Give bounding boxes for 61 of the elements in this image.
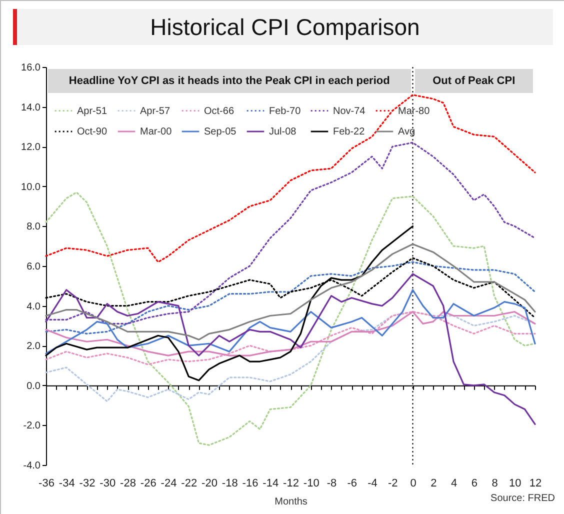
x-tick-label: -14 <box>262 478 279 490</box>
x-tick-label: -28 <box>120 478 136 490</box>
x-tick-label: 2 <box>430 478 437 490</box>
source-note: Source: FRED <box>490 493 555 504</box>
x-tick-label: -20 <box>202 478 218 490</box>
legend-label: Nov-74 <box>333 106 366 117</box>
line-series <box>45 142 536 325</box>
legend-label: Mar-00 <box>140 126 172 138</box>
line-series <box>45 310 536 402</box>
legend-label: Feb-22 <box>333 126 366 138</box>
line-series <box>45 310 536 366</box>
x-tick-label: -32 <box>79 478 96 490</box>
x-tick-label: -8 <box>326 478 337 490</box>
line-series <box>45 243 536 340</box>
y-tick-label: 16.0 <box>21 62 41 74</box>
legend-label: Mar-80 <box>398 106 430 117</box>
legend-label: Sep-05 <box>204 126 237 138</box>
line-series <box>45 273 536 426</box>
line-series <box>45 310 536 356</box>
y-tick-label: -4.0 <box>23 460 41 472</box>
line-series <box>45 192 536 446</box>
legend-label: Jul-08 <box>269 126 297 138</box>
header-banner: Headline YoY CPI as it heads into the Peak CPI in each period <box>48 69 411 93</box>
y-tick-label: 0.0 <box>26 380 41 392</box>
header-banner: Out of Peak CPI <box>414 69 533 93</box>
x-tick-label: 10 <box>509 478 522 490</box>
x-tick-label: 0 <box>410 478 416 490</box>
y-tick-label: 6.0 <box>26 262 41 272</box>
legend-label: Oct-66 <box>204 106 234 117</box>
y-tick-label: 10.0 <box>21 182 41 193</box>
x-tick-label: -4 <box>368 478 378 490</box>
y-tick-label: -2.0 <box>23 420 41 432</box>
x-tick-label: -6 <box>347 478 358 490</box>
legend-label: Apr-57 <box>140 106 170 117</box>
x-tick-label: -2 <box>388 478 398 490</box>
legend-label: Oct-90 <box>77 126 108 138</box>
x-tick-label: 12 <box>529 478 542 490</box>
chart-title: Historical CPI Comparison <box>13 9 553 45</box>
x-tick-label: -12 <box>283 478 299 490</box>
y-tick-label: 14.0 <box>21 102 41 114</box>
legend-label: Apr-51 <box>77 106 108 117</box>
x-tick-label: -26 <box>140 478 156 490</box>
x-tick-label: -10 <box>303 478 320 490</box>
x-axis-title: Months <box>274 496 308 508</box>
line-series <box>45 94 536 263</box>
x-tick-label: 6 <box>471 478 478 490</box>
x-tick-label: 8 <box>492 478 498 490</box>
legend-label: Feb-70 <box>269 106 302 117</box>
x-tick-label: -30 <box>100 478 116 490</box>
y-tick-label: 12.0 <box>21 142 41 154</box>
y-tick-label: 8.0 <box>26 222 41 233</box>
legend-label: Avg <box>398 126 416 138</box>
y-tick-label: 4.0 <box>26 301 41 312</box>
y-tick-label: 2.0 <box>26 341 41 352</box>
x-tick-label: -16 <box>242 478 258 490</box>
x-tick-label: -22 <box>181 478 198 490</box>
x-tick-label: -24 <box>160 478 177 490</box>
x-tick-label: -18 <box>222 478 238 490</box>
x-tick-label: -36 <box>38 478 54 490</box>
x-tick-label: 4 <box>450 478 458 490</box>
x-tick-label: -34 <box>58 478 75 490</box>
